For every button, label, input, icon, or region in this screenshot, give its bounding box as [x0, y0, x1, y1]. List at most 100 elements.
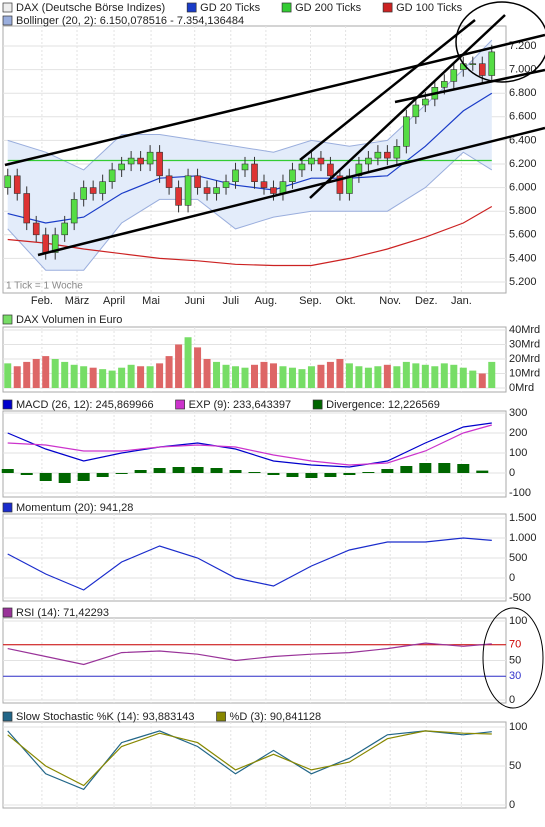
candle-body: [70, 199, 78, 224]
divergence-bar: [191, 467, 204, 473]
volume-bar: [146, 366, 154, 388]
volume-bar: [108, 370, 116, 388]
legend-label: GD 200 Ticks: [295, 2, 362, 14]
trend-line: [394, 68, 545, 104]
x-tick-label: Mai: [142, 295, 160, 307]
volume-bar: [421, 364, 429, 388]
divergence-bar: [457, 464, 470, 473]
candle-body: [146, 151, 154, 165]
y-tick-label: 30: [509, 670, 521, 682]
candle-body: [232, 169, 239, 182]
candle-body: [336, 175, 344, 194]
y-tick-label: 6.200: [509, 158, 537, 170]
divergence-bar: [248, 472, 261, 473]
divergence-bar: [324, 473, 337, 477]
candle-body: [80, 187, 87, 200]
volume-bar: [61, 361, 69, 388]
legend-swatch: [2, 502, 13, 513]
legend-label: Divergence: 12,226569: [326, 399, 440, 411]
legend-label: EXP (9): 233,643397: [189, 399, 292, 411]
candle-body: [241, 163, 249, 171]
volume-bar: [402, 361, 410, 388]
candle-body: [298, 163, 306, 171]
candle-body: [99, 181, 106, 194]
x-tick-label: Feb.: [31, 295, 53, 307]
volume-bar: [459, 367, 467, 388]
volume-bar: [241, 367, 249, 388]
legend-label: RSI (14): 71,42293: [16, 607, 109, 619]
divergence-bar: [58, 473, 71, 483]
note: 1 Tick = 1 Woche: [6, 281, 83, 292]
volume-bar: [165, 356, 173, 388]
volume-bar: [345, 363, 353, 388]
candle-body: [327, 163, 334, 177]
trend-line: [4, 33, 545, 167]
candle-body: [194, 175, 201, 188]
volume-bar: [89, 367, 97, 388]
divergence-bar: [362, 472, 375, 473]
candle-body: [156, 151, 163, 177]
volume-bar: [393, 366, 401, 388]
volume-bar: [450, 364, 458, 388]
volume-bar: [412, 363, 420, 388]
volume-bar: [317, 364, 325, 388]
y-tick-label: 6.400: [509, 134, 537, 146]
candle-body: [137, 157, 144, 165]
y-tick-label: 100: [509, 721, 527, 733]
candle-body: [469, 63, 477, 66]
candle-body: [165, 175, 173, 188]
legend-swatch: [382, 2, 393, 13]
legend-label: DAX (Deutsche Börse Indizes): [16, 2, 165, 14]
x-tick-label: Aug.: [255, 295, 278, 307]
y-tick-label: 0: [509, 694, 515, 706]
y-tick-label: 1.500: [509, 512, 537, 524]
volume-bar: [80, 366, 88, 388]
volume-bar: [232, 366, 240, 388]
panel: [2, 410, 507, 498]
volume-bar: [279, 366, 287, 388]
divergence-bar: [39, 473, 52, 481]
y-tick-label: 6.800: [509, 87, 537, 99]
x-tick-label: Juli: [223, 295, 240, 307]
volume-bar: [488, 361, 496, 388]
candle-body: [374, 151, 382, 159]
y-tick-label: 300: [509, 407, 527, 419]
candle-body: [488, 51, 496, 76]
y-tick-label: -500: [509, 592, 531, 604]
legend-label: %D (3): 90,841128: [230, 711, 322, 723]
volume-bar: [478, 373, 486, 388]
legend-label: MACD (26, 12): 245,869966: [16, 399, 154, 411]
x-tick-label: Jan.: [451, 295, 472, 307]
legend-swatch: [175, 399, 185, 410]
volume-bar: [383, 364, 391, 388]
trend-line: [299, 19, 476, 161]
y-tick-label: -100: [509, 487, 531, 499]
bollinger-lower: [7, 151, 493, 271]
legend-label: Slow Stochastic %K (14): 93,883143: [16, 711, 195, 723]
candle-body: [13, 175, 21, 194]
y-tick-label: 20Mrd: [509, 353, 540, 365]
indicator-line: [7, 537, 492, 591]
highlight-circle: [455, 1, 545, 83]
volume-bar: [326, 361, 334, 388]
y-tick-label: 5.200: [509, 276, 537, 288]
candle-body: [279, 181, 287, 194]
volume-bar: [32, 359, 40, 388]
candle-body: [289, 169, 296, 182]
divergence-bar: [134, 470, 147, 473]
divergence-bar: [96, 473, 109, 477]
candle-body: [32, 222, 40, 236]
candle-body: [42, 234, 50, 253]
volume-bar: [298, 369, 306, 388]
candle-body: [222, 181, 230, 188]
y-tick-label: 500: [509, 552, 527, 564]
divergence-bar: [438, 463, 451, 473]
indicator-line: [7, 730, 492, 787]
candle-body: [308, 157, 315, 165]
y-tick-label: 5.600: [509, 229, 537, 241]
highlight-circle: [482, 607, 544, 709]
volume-bar: [213, 361, 221, 388]
trend-line: [309, 14, 506, 199]
volume-bar: [203, 359, 211, 388]
